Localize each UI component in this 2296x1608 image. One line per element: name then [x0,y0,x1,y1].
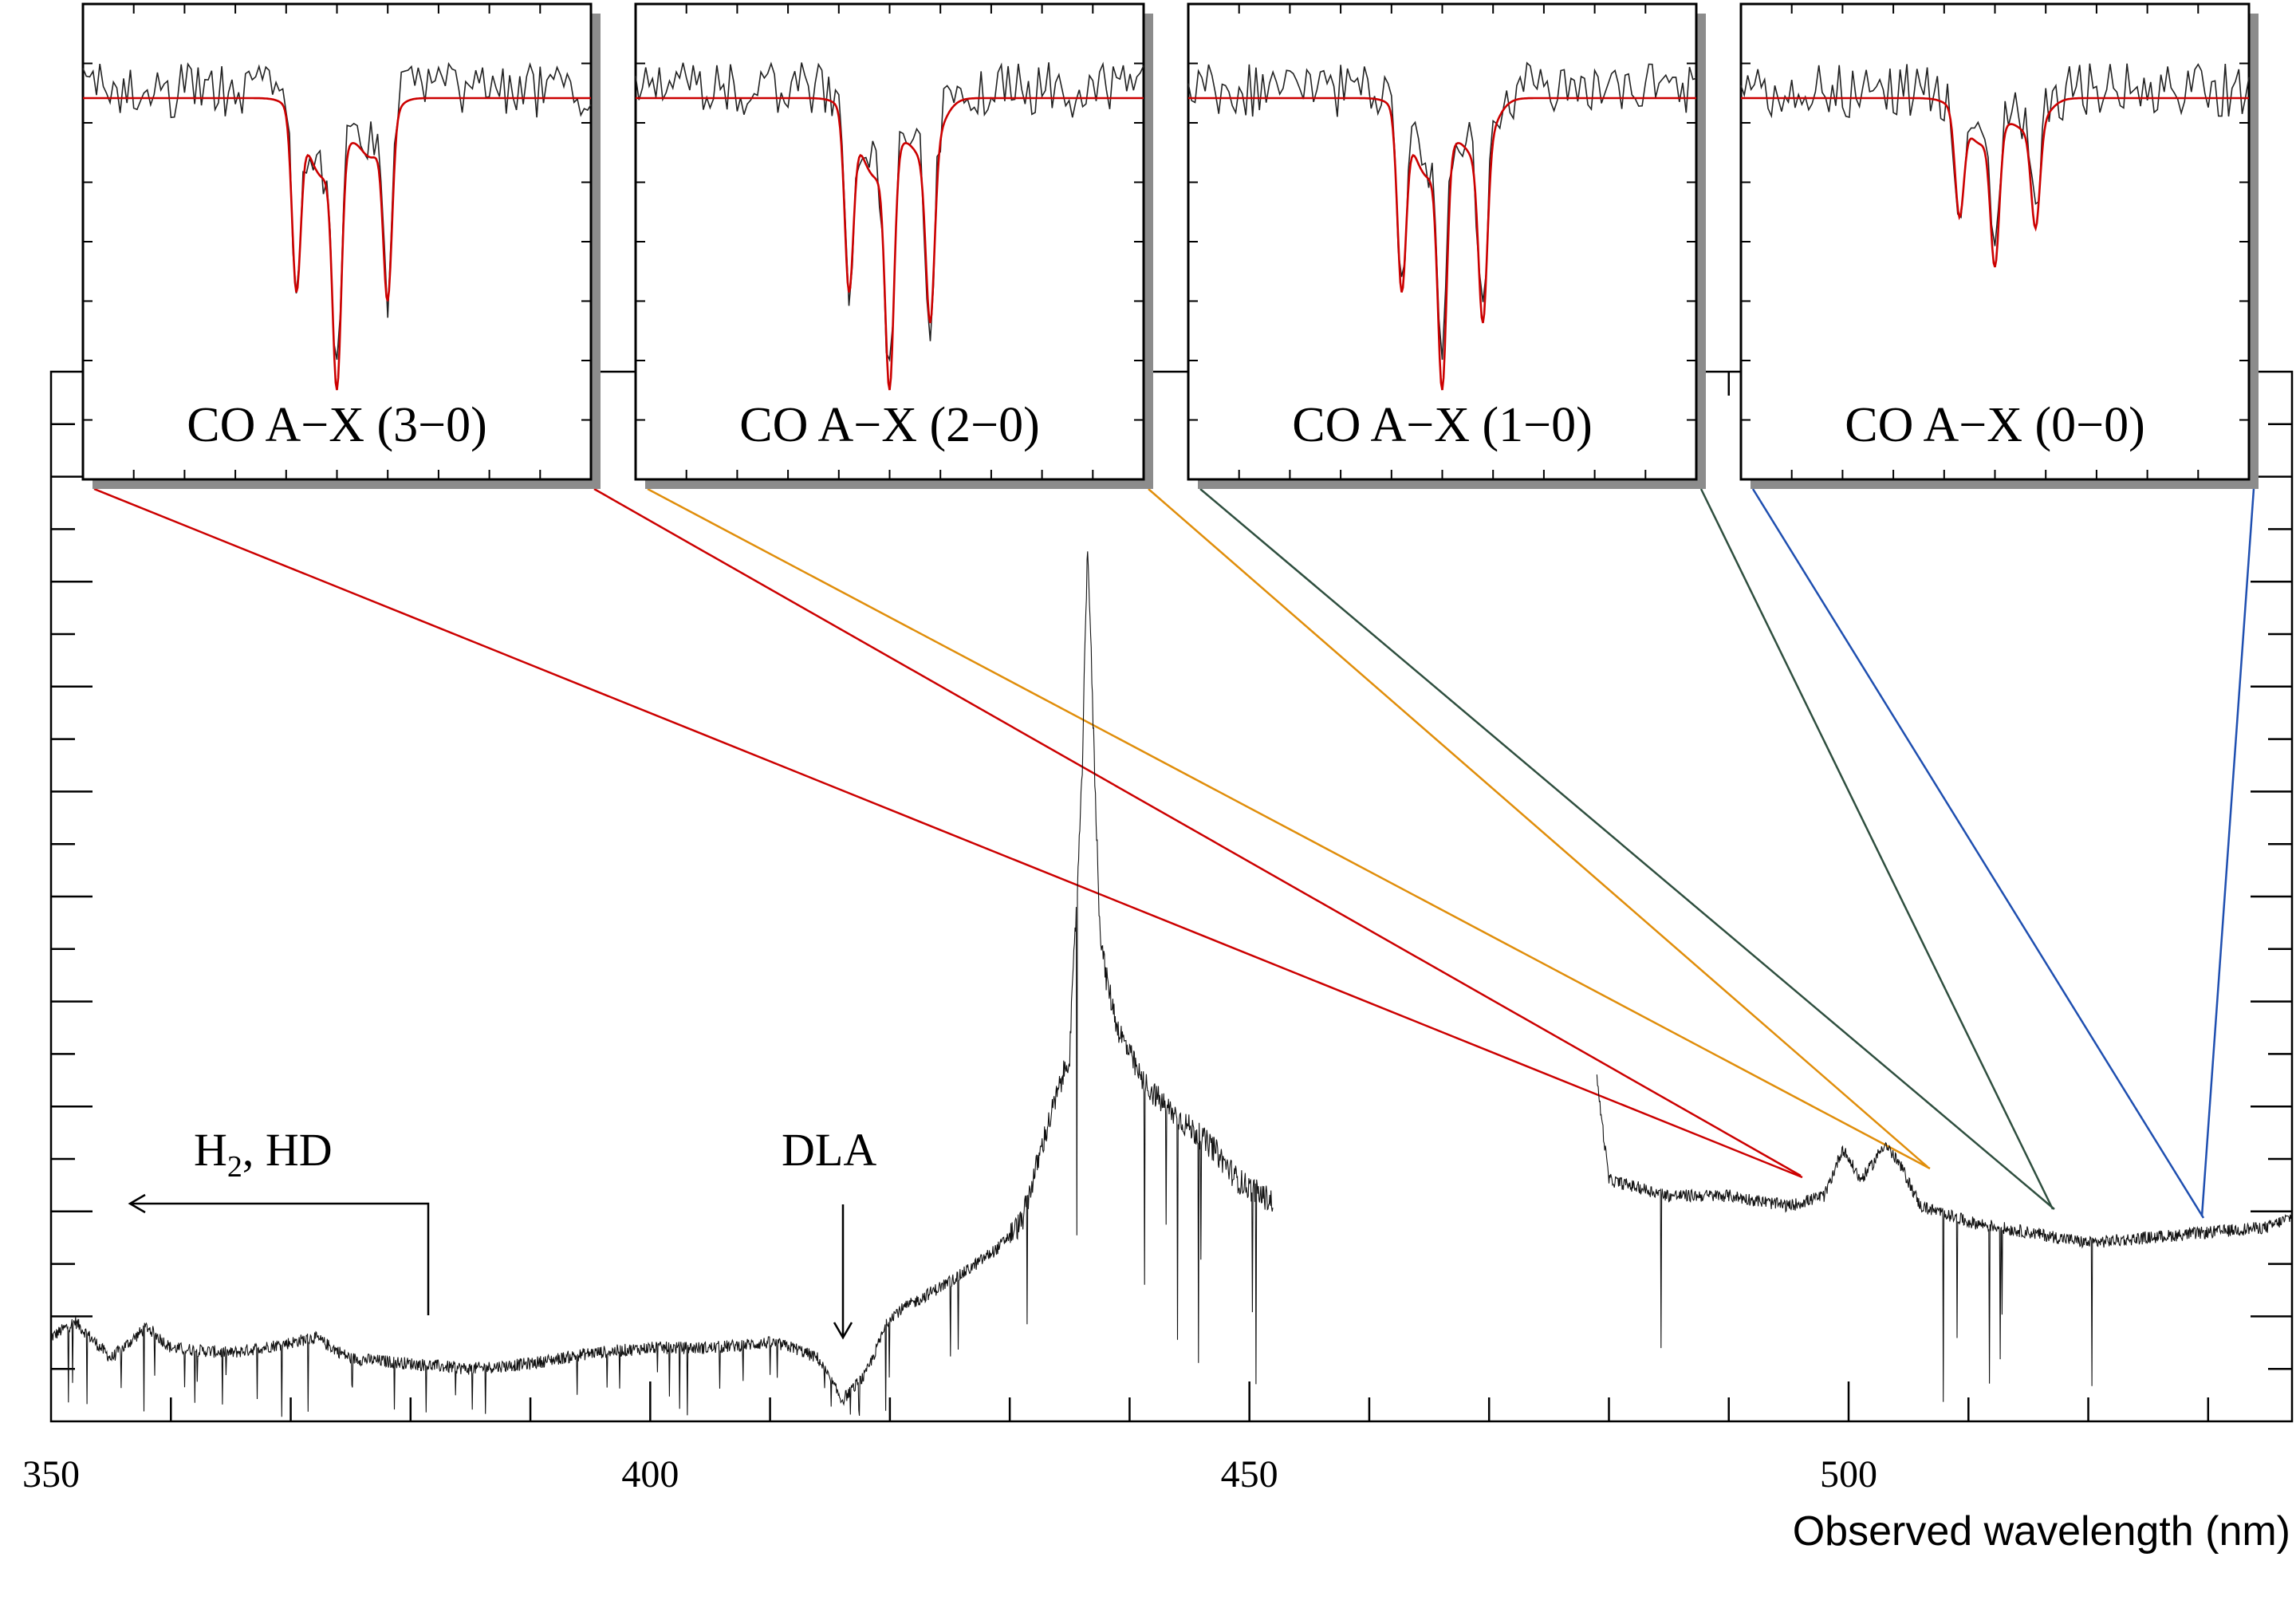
connector-line [1148,488,1928,1168]
plot-frame [49,370,2294,1423]
co-inset-panel: CO A−X (2−0) [634,2,1153,489]
inset-model-line [1188,97,1696,391]
inset-label: CO A−X (0−0) [1845,398,2144,452]
inset-data-line [635,61,1144,363]
h2-hd-label: H2, HD [194,1124,333,1184]
spectrum-segment [1596,1074,2293,1402]
dla-label: DLA [782,1124,876,1176]
inset-model-line [636,97,1144,391]
h2-subscript: 2 [227,1150,242,1184]
x-tick-label: 400 [621,1453,679,1496]
inset-frame [634,2,1145,481]
connector-line [2200,488,2255,1217]
spectrum-segment [50,551,1274,1417]
inset-model-line [83,97,591,391]
co-inset-panel: CO A−X (1−0) [1187,2,1706,489]
connector-line [93,487,1803,1179]
x-tick-label: 500 [1820,1453,1877,1496]
inset-label: CO A−X (1−0) [1292,398,1592,452]
inset-label: CO A−X (2−0) [739,398,1039,452]
inset-data-line [82,61,592,361]
inset-data-line [1187,61,1697,361]
h2-hd-arrowhead [128,1193,146,1214]
y-axis-ticks [51,423,2292,1370]
dla-arrowhead [833,1322,853,1340]
connector-line [1751,488,2205,1219]
connector-line [1699,488,2054,1210]
inset-panels: CO A−X (3−0) CO A−X (2−0) CO A−X (1−0) CO A… [81,2,2259,489]
spectrum-series [50,551,2293,1417]
x-tick-label: 450 [1221,1453,1278,1496]
inset-frame [1187,2,1698,481]
inset-connector-lines [93,487,2255,1219]
h2-rest: , HD [242,1124,333,1176]
inset-model-line [1741,97,2249,268]
connector-line [593,487,1802,1177]
annotations: H2, HD DLA [128,1124,876,1340]
x-axis-title: Observed wavelength (nm) [1793,1508,2290,1555]
inset-label: CO A−X (3−0) [187,398,486,452]
connector-line [647,487,1931,1170]
co-inset-panel: CO A−X (3−0) [81,2,601,489]
x-tick-label: 350 [22,1453,80,1496]
h2-hd-arrow [132,1202,430,1315]
co-inset-panel: CO A−X (0−0) [1739,2,2259,489]
connector-line [1199,488,2055,1210]
h2-symbol: H [194,1124,227,1176]
x-axis-ticks: 350 400 450 500 [22,372,2210,1496]
